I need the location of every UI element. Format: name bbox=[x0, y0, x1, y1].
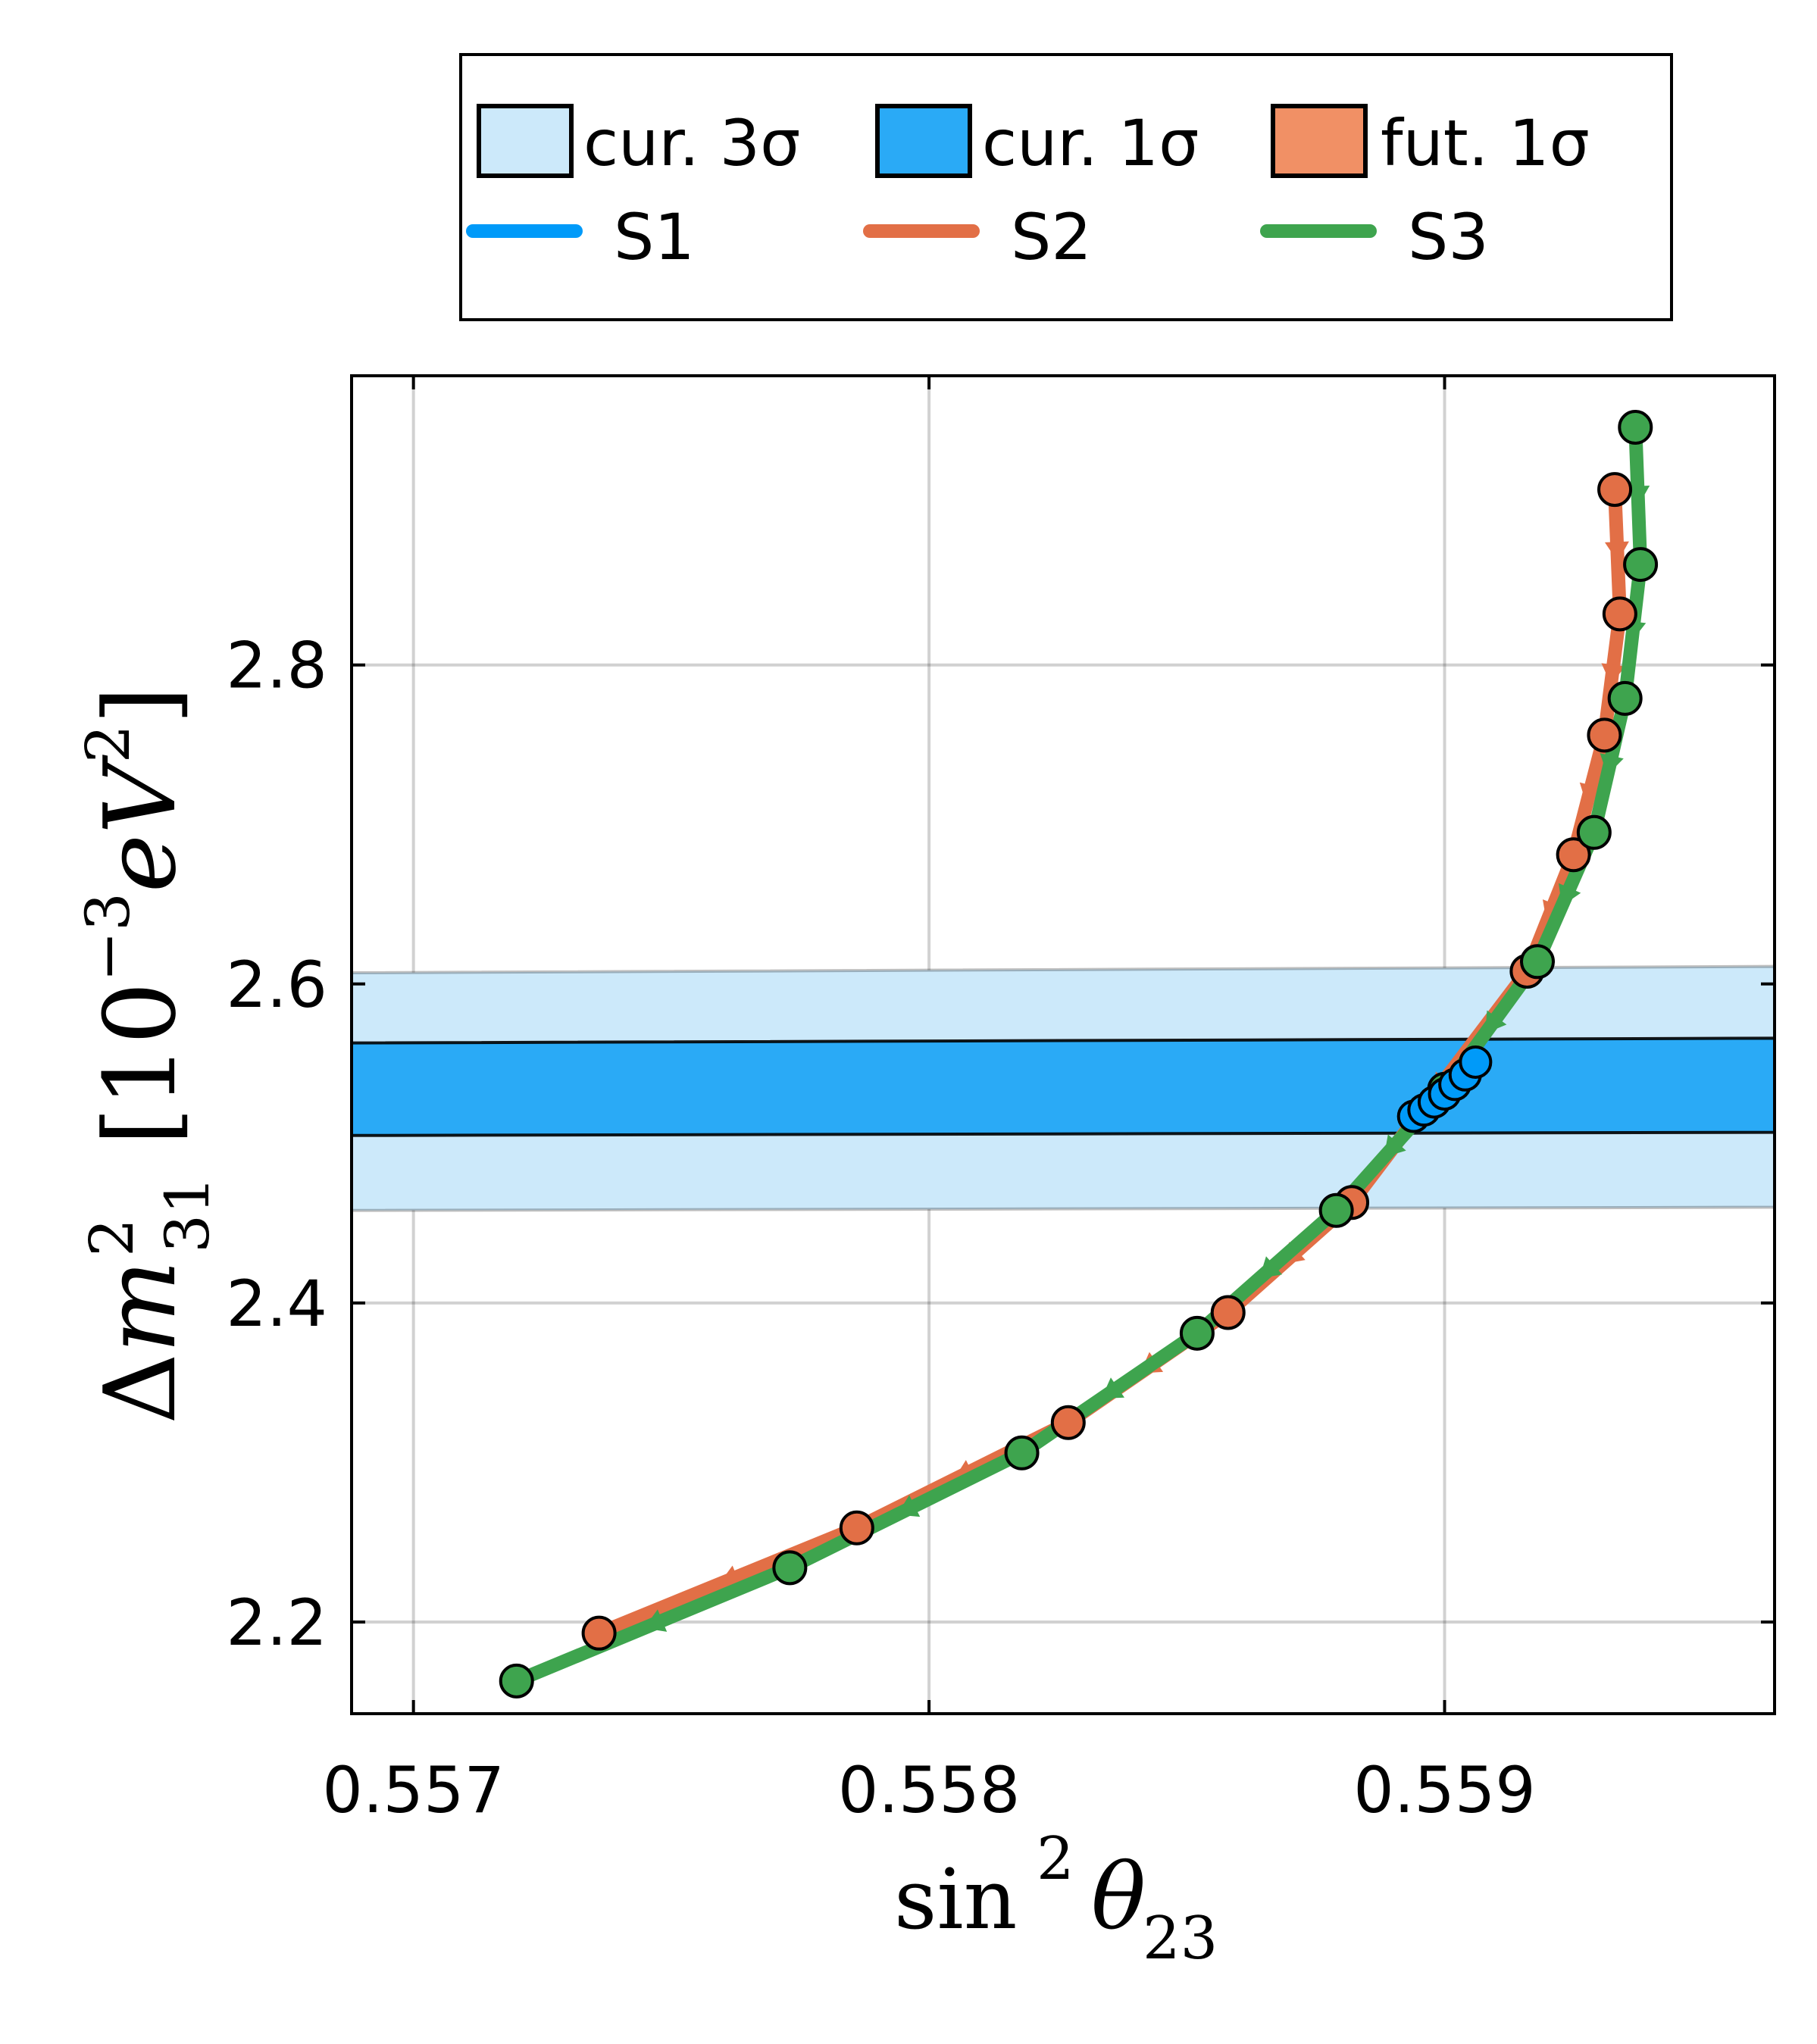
y-label-pre: Δ bbox=[83, 1353, 198, 1424]
x-label-sub: 23 bbox=[1143, 1905, 1218, 1973]
series-arrow-s3 bbox=[1485, 1010, 1507, 1034]
series-marker-s3 bbox=[499, 1663, 534, 1699]
series-marker-s1 bbox=[1459, 1045, 1493, 1079]
y-axis-label: Δm231[10−3eV2] bbox=[73, 686, 223, 1424]
series-arrow-s3 bbox=[644, 1609, 668, 1632]
series-arrow-s2 bbox=[1604, 541, 1629, 562]
legend-label-s1: S1 bbox=[614, 200, 695, 274]
y-label-unit-var: eV bbox=[83, 755, 198, 892]
x-label-fn: sin bbox=[894, 1851, 1017, 1948]
series-arrow-s2 bbox=[718, 1565, 742, 1589]
series-marker-s3 bbox=[1618, 410, 1653, 445]
series-marker-s3 bbox=[1623, 547, 1659, 583]
legend-swatch-cur-1sigma bbox=[875, 104, 972, 178]
series-marker-s2 bbox=[1210, 1295, 1246, 1330]
series-arrow-s3 bbox=[1384, 1134, 1406, 1158]
y-label-unit-open: [10 bbox=[83, 982, 198, 1145]
y-label-var: m bbox=[83, 1260, 198, 1353]
series-marker-s3 bbox=[1607, 680, 1643, 716]
x-tick-label: 0.559 bbox=[1353, 1753, 1535, 1827]
series-marker-s2 bbox=[839, 1510, 874, 1546]
legend-frame bbox=[459, 53, 1673, 321]
series-marker-s3 bbox=[1179, 1315, 1215, 1351]
axis-ticks: 0.557 0.558 0.559 2.2 2.4 2.6 2.8 bbox=[226, 376, 1775, 1827]
legend-label-s2: S2 bbox=[1011, 200, 1092, 274]
series-marker-s3 bbox=[1520, 944, 1555, 980]
series-arrow-s3 bbox=[1600, 753, 1624, 776]
x-axis-label: sin 2 θ 23 bbox=[894, 1825, 1218, 1973]
legend-label-s3: S3 bbox=[1408, 200, 1489, 274]
y-tick-label: 2.4 bbox=[226, 1267, 327, 1341]
x-tick-label: 0.557 bbox=[322, 1753, 504, 1827]
series-arrow-s2 bbox=[1579, 782, 1603, 805]
series-marker-s3 bbox=[1576, 814, 1612, 850]
y-tick-label: 2.8 bbox=[226, 629, 327, 703]
y-label-unit-exp: −3 bbox=[73, 892, 143, 982]
series-marker-s2 bbox=[1556, 837, 1591, 873]
y-tick-label: 2.6 bbox=[226, 948, 327, 1022]
series-arrow-s3 bbox=[1558, 883, 1581, 906]
series-marker-s2 bbox=[1587, 717, 1622, 753]
plot-area: 0.557 0.558 0.559 2.2 2.4 2.6 2.8 bbox=[226, 374, 1776, 1827]
y-tick-label: 2.2 bbox=[226, 1586, 327, 1660]
legend-swatch-fut-1sigma bbox=[1271, 104, 1368, 178]
series-markers bbox=[499, 410, 1659, 1699]
legend: cur. 3σ cur. 1σ fut. 1σ S1 S2 S3 bbox=[459, 53, 1673, 321]
series-arrow-s3 bbox=[1259, 1256, 1283, 1279]
series-arrow-s2 bbox=[1601, 663, 1626, 685]
series-marker-s2 bbox=[1602, 596, 1637, 632]
y-label-unit-exp2: 2 bbox=[73, 724, 143, 763]
series-arrow-s3 bbox=[896, 1495, 921, 1517]
plot-frame bbox=[350, 374, 1776, 1715]
legend-label-fut-1sigma: fut. 1σ bbox=[1381, 106, 1590, 180]
x-label-sup: 2 bbox=[1037, 1825, 1074, 1893]
series-marker-s2 bbox=[581, 1615, 617, 1651]
band-cur-1- bbox=[352, 1036, 1775, 1137]
x-label-var: θ bbox=[1091, 1845, 1146, 1950]
legend-label-cur-1sigma: cur. 1σ bbox=[982, 106, 1199, 180]
series-marker-s2 bbox=[1597, 472, 1633, 508]
series-marker-s3 bbox=[1004, 1435, 1040, 1470]
legend-swatch-cur-3sigma bbox=[477, 104, 574, 178]
legend-label-cur-3sigma: cur. 3σ bbox=[583, 106, 800, 180]
svg-text:Δm231[10−3eV2]: Δm231[10−3eV2] bbox=[73, 686, 223, 1424]
y-label-unit-close: ] bbox=[83, 686, 198, 725]
bands bbox=[352, 964, 1775, 1212]
y-label-sup: 2 bbox=[77, 1218, 147, 1257]
y-label-sub: 31 bbox=[152, 1176, 223, 1253]
series-marker-s3 bbox=[1318, 1192, 1354, 1228]
series-arrow-s3 bbox=[1101, 1377, 1124, 1399]
x-tick-label: 0.558 bbox=[838, 1753, 1020, 1827]
series-marker-s3 bbox=[772, 1550, 808, 1586]
series-marker-s2 bbox=[1050, 1405, 1086, 1440]
